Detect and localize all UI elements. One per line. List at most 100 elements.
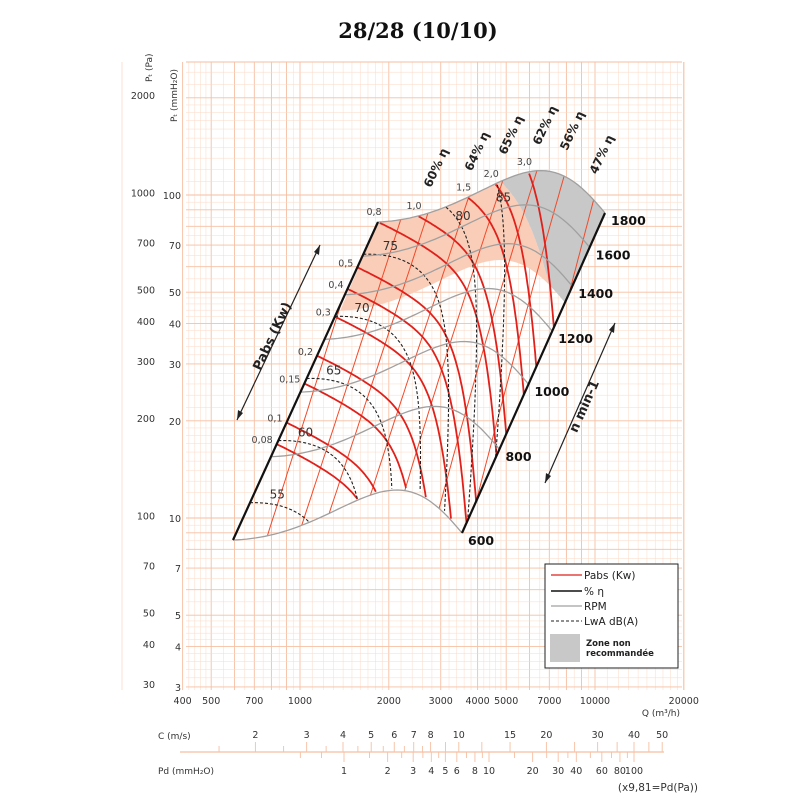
lwa-curve — [250, 502, 310, 523]
efficiency-line — [475, 175, 565, 502]
y-tick-label-pa: 400 — [137, 317, 155, 328]
x-tick-label: 500 — [202, 696, 220, 707]
velocity-tick-label: 15 — [504, 730, 516, 741]
y-tick-label-pa: 300 — [137, 357, 155, 368]
x-tick-label: 4000 — [466, 696, 490, 707]
pabs-label: 0,8 — [366, 207, 381, 218]
pd-tick-label: 20 — [527, 766, 539, 777]
lwa-label: 65 — [326, 363, 341, 377]
efficiency-label: 56% η — [557, 109, 587, 152]
pd-tick-label: 10 — [483, 766, 495, 777]
y-axis-pa-title: Pₜ (Pa) — [145, 53, 155, 82]
lwa-curve — [494, 184, 506, 459]
velocity-tick-label: 40 — [628, 730, 640, 741]
efficiency-label: 65% η — [496, 113, 526, 156]
curves — [231, 169, 607, 541]
y-tick-label-mm: 3 — [175, 683, 181, 694]
x-tick-label: 20000 — [669, 696, 699, 707]
lwa-label: 85 — [496, 191, 511, 205]
rpm-curve — [270, 405, 500, 458]
lwa-label: 70 — [354, 301, 369, 315]
y-tick-label-mm: 30 — [169, 360, 181, 371]
pd-tick-label: 8 — [472, 766, 478, 777]
pd-tick-label: 4 — [428, 766, 434, 777]
lwa-label: 75 — [383, 239, 398, 253]
pd-tick-label: 6 — [454, 766, 460, 777]
rpm-double-arrow — [544, 322, 616, 484]
rpm-label: 800 — [505, 449, 531, 464]
axes: 400 500 700 1000 2000 3000 4000 5000 7000 10000 20… — [131, 91, 699, 707]
x-tick-label: 2000 — [377, 696, 401, 707]
rpm-curve — [300, 340, 529, 393]
y-tick-label-pa: 200 — [137, 414, 155, 425]
pabs-label: 0,15 — [279, 375, 300, 386]
y-tick-label-pa: 40 — [143, 640, 155, 651]
efficiency-label: 60% η — [421, 146, 451, 189]
velocity-scale-label: C (m/s) — [158, 732, 191, 742]
pabs-curve — [356, 266, 477, 502]
x-tick-label: 700 — [245, 696, 263, 707]
x-axis-title: Q (m³/h) — [642, 709, 680, 719]
pd-tick-label: 40 — [570, 766, 582, 777]
velocity-tick-label: 6 — [391, 730, 397, 741]
velocity-tick-label: 20 — [540, 730, 552, 741]
pabs-curve — [528, 173, 555, 328]
pabs-label: 0,3 — [316, 308, 331, 319]
y-tick-label-pa: 1000 — [131, 188, 155, 199]
rpm-label: 1200 — [558, 331, 593, 346]
efficiency-label: 64% η — [462, 129, 492, 172]
pd-tick-label: 60 — [596, 766, 608, 777]
velocity-tick-label: 30 — [592, 730, 604, 741]
pd-tick-label: 30 — [552, 766, 564, 777]
y-axis-mm-title: Pₜ (mmH₂O) — [170, 69, 180, 122]
lwa-curve — [445, 206, 478, 521]
legend-pabs-label: Pabs (Kw) — [584, 570, 635, 582]
x-tick-label: 10000 — [580, 696, 610, 707]
efficiency-label: 62% η — [530, 103, 560, 146]
efficiency-line — [404, 180, 504, 491]
rpm-label: 1000 — [534, 384, 569, 399]
rpm-label: 600 — [468, 533, 494, 548]
curve-labels: 0,08 0,1 0,15 0,2 0,3 0,4 0,5 0,8 1,0 1,5 2,0 3,0 55… — [252, 103, 647, 548]
x-tick-label: 400 — [174, 696, 192, 707]
rpm-curve — [324, 287, 553, 341]
legend-zone-label-1: Zone non — [586, 639, 631, 649]
pd-tick-label: 2 — [385, 766, 391, 777]
pd-tick-label: 5 — [442, 766, 448, 777]
y-tick-label-pa: 30 — [143, 680, 155, 691]
y-tick-label-pa: 100 — [137, 511, 155, 522]
velocity-tick-label: 8 — [428, 730, 434, 741]
recommended-zone — [340, 181, 550, 311]
pd-tick-label: 3 — [410, 766, 416, 777]
velocity-tick-label: 4 — [340, 730, 346, 741]
pabs-label: 1,0 — [406, 201, 421, 212]
efficiency-line — [266, 304, 342, 536]
pabs-curve — [467, 197, 525, 395]
y-tick-label-pa: 2000 — [131, 91, 155, 102]
rpm-axis-label: n min-1 — [567, 378, 603, 435]
pabs-curve — [286, 421, 377, 493]
y-tick-label-mm: 40 — [169, 320, 181, 331]
pabs-double-arrow — [236, 244, 321, 421]
lwa-curve — [334, 315, 422, 492]
legend-lwa-label: LwA dB(A) — [584, 616, 638, 628]
y-tick-label-pa: 500 — [137, 286, 155, 297]
lwa-label: 80 — [455, 209, 470, 223]
pabs-curve — [379, 222, 498, 456]
rpm-curve — [362, 204, 591, 257]
legend-zone-swatch — [550, 634, 580, 662]
y-tick-label-mm: 20 — [169, 417, 181, 428]
y-tick-label-mm: 4 — [175, 643, 181, 654]
pabs-axis-annotation: Pabs (Kw) — [236, 244, 321, 421]
y-tick-label-mm: 100 — [163, 191, 181, 202]
velocity-tick-label: 10 — [453, 730, 465, 741]
lwa-curve — [278, 440, 358, 500]
grid — [121, 61, 685, 690]
y-tick-label-pa: 50 — [143, 609, 155, 620]
x-tick-label: 7000 — [537, 696, 561, 707]
pd-tick-label: 1 — [341, 766, 347, 777]
efficiency-line — [438, 170, 538, 509]
pabs-curve — [316, 354, 427, 498]
rpm-label: 1600 — [596, 247, 631, 262]
